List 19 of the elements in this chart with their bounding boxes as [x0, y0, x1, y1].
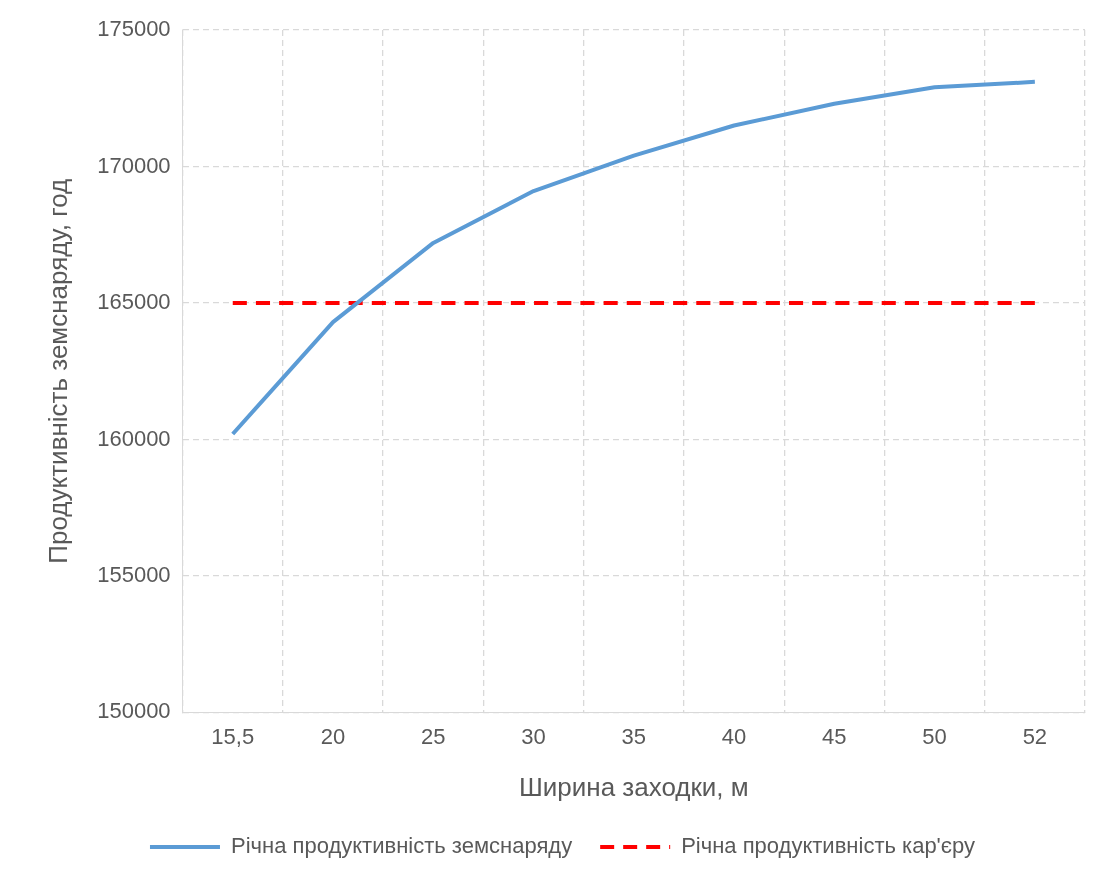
y-axis-title: Продуктивність земснаряду, год	[42, 178, 73, 564]
y-tick-label: 155000	[97, 561, 171, 587]
x-tick-label: 52	[1022, 723, 1048, 749]
y-tick-label: 150000	[97, 698, 171, 724]
x-tick-label: 15,5	[211, 723, 255, 749]
x-tick-label: 20	[320, 723, 346, 749]
legend-label: Річна продуктивність земснаряду	[230, 833, 573, 859]
x-axis-title: Ширина заходки, м	[518, 771, 749, 802]
x-tick-label: 45	[822, 723, 847, 749]
x-tick-label: 35	[621, 723, 647, 749]
x-tick-label: 50	[922, 723, 947, 749]
legend-label: Річна продуктивність кар'єру	[681, 833, 976, 859]
x-tick-label: 25	[421, 723, 446, 749]
y-tick-label: 165000	[97, 289, 171, 315]
y-tick-label: 175000	[97, 16, 171, 42]
x-tick-label: 40	[721, 723, 747, 749]
y-tick-label: 160000	[97, 425, 171, 451]
x-tick-label: 30	[521, 723, 546, 749]
y-tick-label: 170000	[97, 152, 171, 178]
